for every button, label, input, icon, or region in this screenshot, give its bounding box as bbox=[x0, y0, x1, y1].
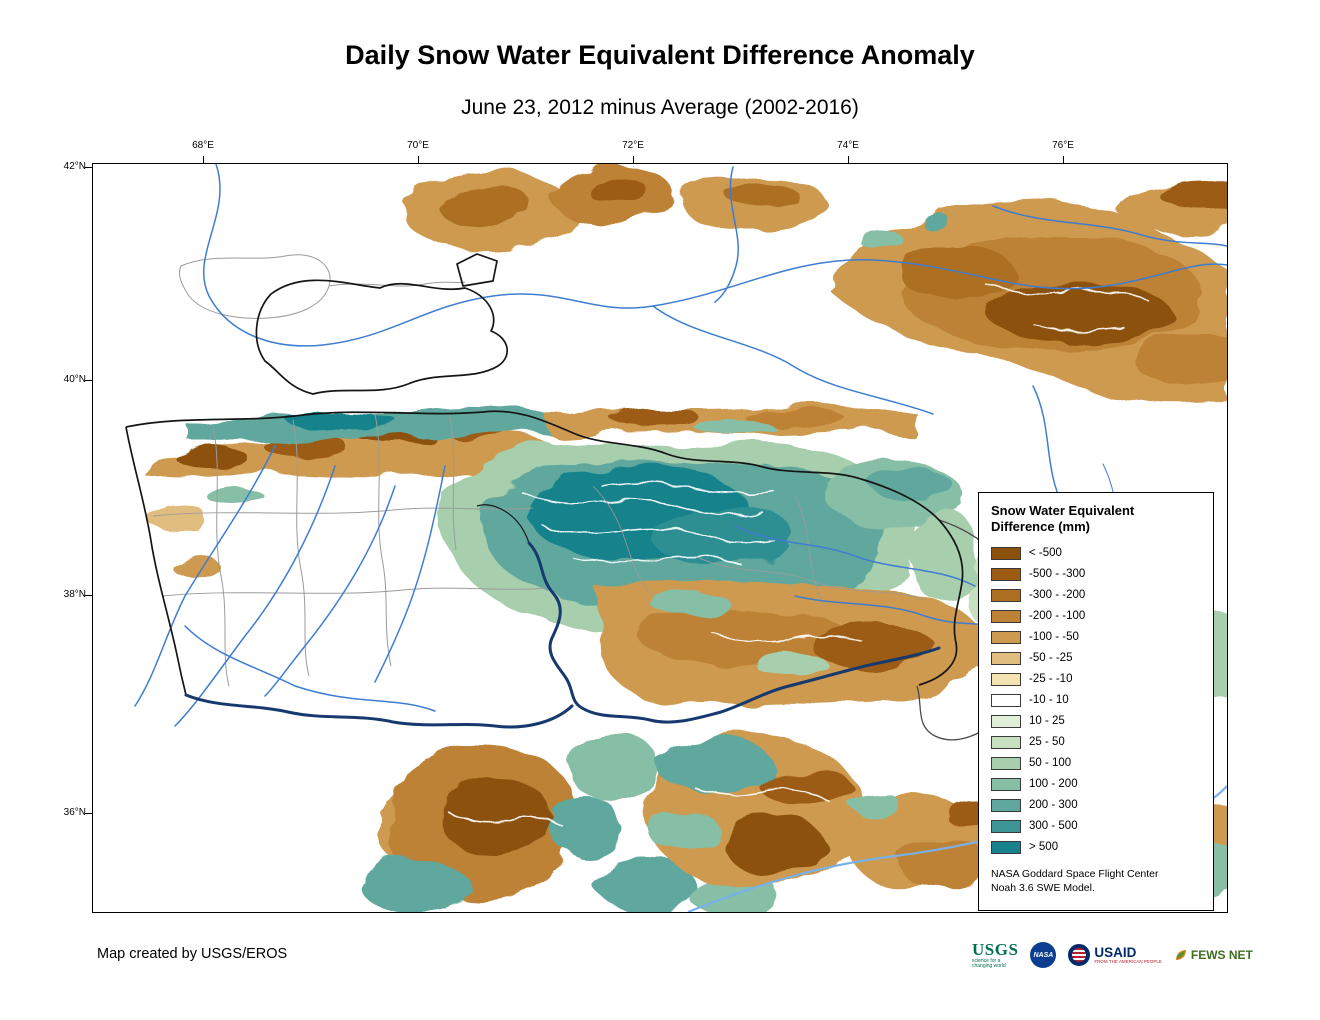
legend: Snow Water Equivalent Difference (mm) < … bbox=[978, 492, 1214, 911]
usaid-roundel-icon bbox=[1068, 944, 1091, 966]
usgs-tagline: science for a changing world bbox=[972, 958, 1006, 969]
legend-item: < -500 bbox=[991, 543, 1201, 564]
y-tickmark bbox=[85, 595, 92, 596]
legend-item: -25 - -10 bbox=[991, 669, 1201, 690]
legend-label: -500 - -300 bbox=[1029, 568, 1086, 580]
map-credit: Map created by USGS/EROS bbox=[97, 946, 288, 962]
legend-item: -300 - -200 bbox=[991, 585, 1201, 606]
legend-swatch bbox=[991, 798, 1021, 812]
y-tickmark bbox=[85, 380, 92, 381]
legend-item: -50 - -25 bbox=[991, 648, 1201, 669]
legend-item: -100 - -50 bbox=[991, 627, 1201, 648]
x-tickmark bbox=[633, 156, 634, 163]
terrain-layer bbox=[145, 166, 1227, 912]
legend-swatch bbox=[991, 588, 1021, 602]
fewsnet-leaf-icon bbox=[1175, 950, 1186, 960]
y-tick-label: 38°N bbox=[63, 589, 86, 600]
fewsnet-logo: FEWS NET bbox=[1174, 948, 1253, 962]
legend-label: 10 - 25 bbox=[1029, 715, 1065, 727]
x-tick-label: 72°E bbox=[622, 140, 644, 151]
legend-note-line2: Noah 3.6 SWE Model. bbox=[991, 881, 1095, 894]
legend-swatch bbox=[991, 693, 1021, 707]
legend-item: 200 - 300 bbox=[991, 795, 1201, 816]
border-river-layer bbox=[184, 541, 941, 729]
legend-item: 10 - 25 bbox=[991, 711, 1201, 732]
x-tickmark bbox=[418, 156, 419, 163]
country-border-layer bbox=[125, 253, 964, 696]
usaid-logo: USAID FROM THE AMERICAN PEOPLE bbox=[1068, 944, 1162, 966]
y-tickmark bbox=[85, 167, 92, 168]
legend-label: 200 - 300 bbox=[1029, 799, 1078, 811]
legend-item: -200 - -100 bbox=[991, 606, 1201, 627]
x-tick-label: 70°E bbox=[407, 140, 429, 151]
logo-strip: USGS science for a changing world NASA U… bbox=[972, 940, 1253, 970]
valley-lines-layer bbox=[447, 281, 1149, 827]
y-tick-label: 42°N bbox=[63, 161, 86, 172]
legend-item: -10 - 10 bbox=[991, 690, 1201, 711]
legend-swatch bbox=[991, 567, 1021, 581]
legend-swatch bbox=[991, 840, 1021, 854]
legend-note-line1: NASA Goddard Space Flight Center bbox=[991, 867, 1159, 880]
legend-label: 50 - 100 bbox=[1029, 757, 1072, 769]
x-tick-label: 74°E bbox=[837, 140, 859, 151]
legend-swatch bbox=[991, 546, 1021, 560]
legend-item: 50 - 100 bbox=[991, 753, 1201, 774]
legend-rows: < -500 -500 - -300 -300 - -200 -200 - -1… bbox=[991, 543, 1201, 858]
x-tick-label: 68°E bbox=[192, 140, 214, 151]
legend-swatch bbox=[991, 651, 1021, 665]
usgs-wordmark: USGS bbox=[972, 940, 1019, 959]
x-tickmark bbox=[1063, 156, 1064, 163]
legend-label: < -500 bbox=[1029, 547, 1062, 559]
legend-label: -10 - 10 bbox=[1029, 694, 1069, 706]
usgs-logo: USGS science for a changing world bbox=[972, 941, 1018, 969]
legend-title-line2: Difference (mm) bbox=[991, 519, 1090, 535]
legend-label: 25 - 50 bbox=[1029, 736, 1065, 748]
legend-item: -500 - -300 bbox=[991, 564, 1201, 585]
legend-swatch bbox=[991, 777, 1021, 791]
legend-item: > 500 bbox=[991, 837, 1201, 858]
legend-label: -50 - -25 bbox=[1029, 652, 1073, 664]
usaid-wordmark: USAID bbox=[1094, 944, 1137, 960]
legend-label: 100 - 200 bbox=[1029, 778, 1078, 790]
legend-label: -25 - -10 bbox=[1029, 673, 1073, 685]
legend-swatch bbox=[991, 735, 1021, 749]
legend-item: 300 - 500 bbox=[991, 816, 1201, 837]
page-subtitle: June 23, 2012 minus Average (2002-2016) bbox=[461, 96, 859, 119]
fewsnet-wordmark: FEWS NET bbox=[1190, 948, 1253, 962]
x-tickmark bbox=[203, 156, 204, 163]
legend-swatch bbox=[991, 756, 1021, 770]
legend-title: Snow Water Equivalent Difference (mm) bbox=[991, 503, 1201, 536]
legend-item: 100 - 200 bbox=[991, 774, 1201, 795]
y-tick-label: 40°N bbox=[63, 374, 86, 385]
x-tickmark bbox=[848, 156, 849, 163]
page-title: Daily Snow Water Equivalent Difference A… bbox=[345, 40, 975, 70]
legend-label: > 500 bbox=[1029, 841, 1059, 853]
x-tick-label: 76°E bbox=[1052, 140, 1074, 151]
y-tickmark bbox=[85, 813, 92, 814]
map-canvas bbox=[125, 164, 1227, 912]
legend-swatch bbox=[991, 630, 1021, 644]
legend-swatch bbox=[991, 609, 1021, 623]
usaid-tagline: FROM THE AMERICAN PEOPLE bbox=[1094, 959, 1162, 964]
legend-swatch bbox=[991, 672, 1021, 686]
legend-item: 25 - 50 bbox=[991, 732, 1201, 753]
legend-title-line1: Snow Water Equivalent bbox=[991, 503, 1135, 518]
legend-swatch bbox=[991, 714, 1021, 728]
legend-note: NASA Goddard Space Flight Center Noah 3.… bbox=[991, 867, 1201, 895]
legend-label: -200 - -100 bbox=[1029, 610, 1086, 622]
legend-label: -100 - -50 bbox=[1029, 631, 1079, 643]
legend-swatch bbox=[991, 819, 1021, 833]
legend-label: 300 - 500 bbox=[1029, 820, 1078, 832]
y-tick-label: 36°N bbox=[63, 807, 86, 818]
legend-label: -300 - -200 bbox=[1029, 589, 1086, 601]
nasa-logo: NASA bbox=[1030, 942, 1057, 968]
